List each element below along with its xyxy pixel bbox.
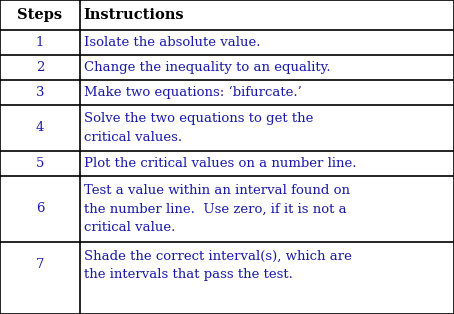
Text: critical values.: critical values.: [84, 131, 182, 144]
Text: 7: 7: [36, 258, 44, 272]
Text: Isolate the absolute value.: Isolate the absolute value.: [84, 36, 260, 49]
Text: Plot the critical values on a number line.: Plot the critical values on a number lin…: [84, 157, 356, 170]
Text: 2: 2: [36, 61, 44, 74]
Text: Test a value within an interval found on: Test a value within an interval found on: [84, 184, 350, 197]
Text: Shade the correct interval(s), which are: Shade the correct interval(s), which are: [84, 249, 351, 262]
Text: 4: 4: [36, 122, 44, 134]
Text: Instructions: Instructions: [84, 8, 184, 22]
Text: 1: 1: [36, 36, 44, 49]
Text: Steps: Steps: [17, 8, 63, 22]
Text: 3: 3: [36, 86, 44, 99]
Text: Solve the two equations to get the: Solve the two equations to get the: [84, 112, 313, 125]
Text: critical value.: critical value.: [84, 221, 175, 234]
Text: 6: 6: [36, 203, 44, 215]
Text: Change the inequality to an equality.: Change the inequality to an equality.: [84, 61, 330, 74]
Text: the number line.  Use zero, if it is not a: the number line. Use zero, if it is not …: [84, 203, 346, 215]
Text: 5: 5: [36, 157, 44, 170]
Text: Make two equations: ‘bifurcate.’: Make two equations: ‘bifurcate.’: [84, 86, 301, 99]
Text: the intervals that pass the test.: the intervals that pass the test.: [84, 268, 292, 281]
